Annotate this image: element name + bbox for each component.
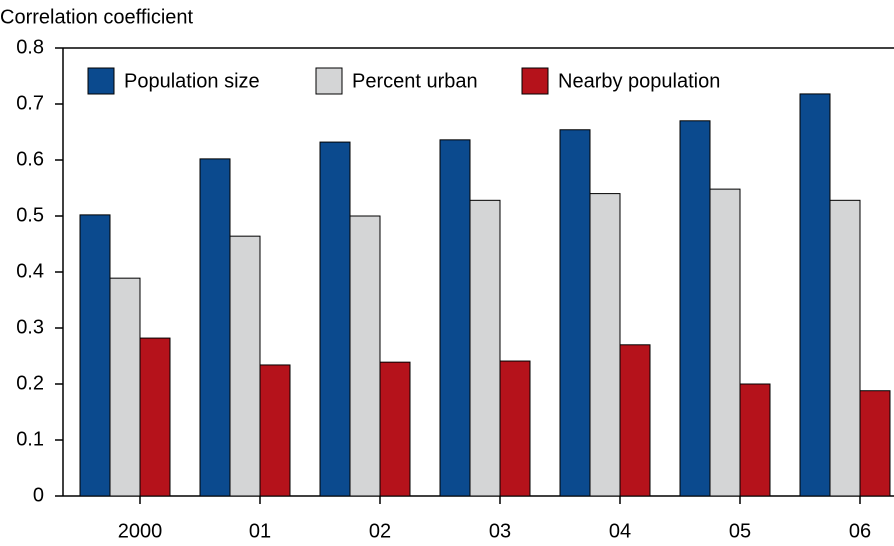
y-tick-label: 0.4 bbox=[16, 260, 44, 282]
x-tick-label: 01 bbox=[249, 520, 271, 542]
bar bbox=[619, 344, 651, 497]
y-tick-label: 0.6 bbox=[16, 148, 44, 170]
x-tick-label: 05 bbox=[729, 520, 751, 542]
bar bbox=[109, 277, 141, 497]
y-tick-label: 0.1 bbox=[16, 428, 44, 450]
bar bbox=[79, 214, 111, 497]
x-tick-label: 2000 bbox=[118, 520, 163, 542]
x-tick-label: 04 bbox=[609, 520, 631, 542]
bar bbox=[439, 139, 471, 497]
bar bbox=[469, 199, 501, 497]
y-tick-label: 0.2 bbox=[16, 372, 44, 394]
bar bbox=[799, 93, 831, 497]
x-tick-label: 03 bbox=[489, 520, 511, 542]
y-tick-label: 0.3 bbox=[16, 316, 44, 338]
bar bbox=[559, 129, 591, 497]
legend-swatch bbox=[315, 67, 343, 95]
bar bbox=[139, 337, 171, 497]
x-tick-label: 06 bbox=[849, 520, 871, 542]
y-tick-label: 0.8 bbox=[16, 36, 44, 58]
y-tick-label: 0 bbox=[33, 484, 44, 506]
bar bbox=[229, 235, 261, 497]
bar bbox=[319, 141, 351, 497]
bar bbox=[739, 383, 771, 497]
bar bbox=[199, 158, 231, 497]
x-tick-label: 02 bbox=[369, 520, 391, 542]
bar bbox=[349, 215, 381, 497]
bar bbox=[829, 199, 861, 497]
bar bbox=[589, 193, 621, 497]
legend-label: Percent urban bbox=[352, 70, 478, 92]
y-tick-label: 0.5 bbox=[16, 204, 44, 226]
bar bbox=[859, 390, 891, 497]
bar bbox=[259, 364, 291, 497]
bar bbox=[679, 120, 711, 497]
legend-label: Nearby population bbox=[558, 70, 720, 92]
bar bbox=[379, 361, 411, 497]
legend-label: Population size bbox=[124, 70, 260, 92]
legend-swatch bbox=[521, 67, 549, 95]
legend-swatch bbox=[87, 67, 115, 95]
y-tick-label: 0.7 bbox=[16, 92, 44, 114]
bar bbox=[499, 360, 531, 497]
bar bbox=[709, 188, 741, 497]
y-axis-title: Correlation coefficient bbox=[0, 6, 194, 28]
